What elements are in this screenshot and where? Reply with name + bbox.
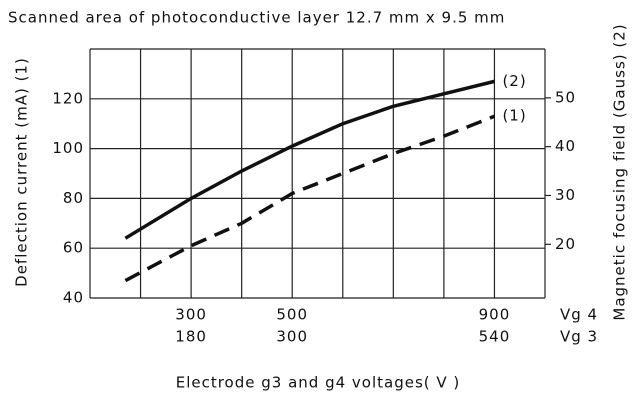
y-tick-label: 80: [63, 189, 84, 207]
y2-axis-label: Magnetic focusing field (Gauss) (2): [611, 23, 629, 320]
x-axis-name: Vg 4: [560, 306, 598, 324]
x2-axis-name: Vg 3: [560, 328, 598, 346]
y-tick-label: 60: [63, 239, 84, 257]
x2-tick-label: 300: [276, 328, 308, 346]
y-tick-label: 40: [63, 289, 84, 307]
y-axis-label: Deflection current (mA) (1): [13, 57, 31, 287]
x-tick-label: 900: [479, 306, 511, 324]
line-series: [124, 79, 495, 240]
line-series: [124, 114, 496, 283]
y-tick-label: 120: [52, 89, 84, 107]
x-axis-label: Electrode g3 and g4 voltages( V ): [176, 374, 461, 392]
legend-label: (1): [502, 107, 526, 125]
chart-title: Scanned area of photoconductive layer 12…: [8, 9, 505, 27]
x2-tick-label: 180: [175, 328, 207, 346]
y2-tick-label: 30: [555, 186, 576, 204]
y2-tick-label: 50: [555, 88, 576, 106]
y2-tick-label: 20: [555, 235, 576, 253]
legend-label: (2): [502, 72, 526, 90]
y-tick-label: 100: [52, 139, 84, 157]
y2-tick-label: 40: [555, 137, 576, 155]
x2-tick-label: 540: [479, 328, 511, 346]
x-tick-label: 300: [175, 306, 207, 324]
x-tick-label: 500: [276, 306, 308, 324]
